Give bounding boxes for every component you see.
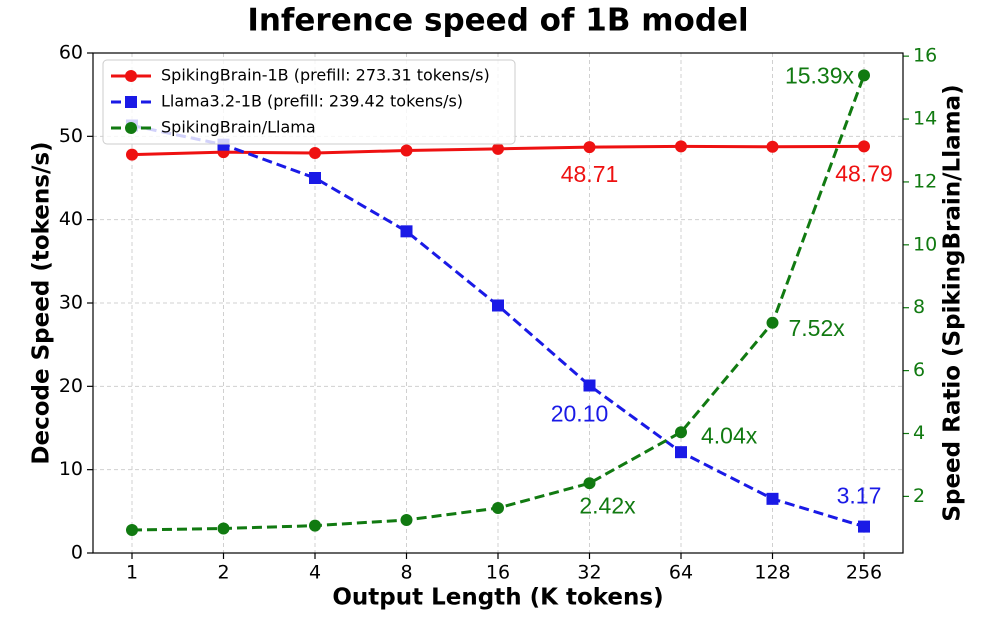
y2-tick-label: 10 — [913, 233, 937, 255]
data-label: 3.17 — [837, 483, 882, 509]
x-tick-label: 1 — [126, 562, 138, 584]
data-label: 48.79 — [835, 160, 893, 186]
plot-frame — [92, 52, 904, 554]
series-marker — [858, 69, 870, 82]
series-marker — [400, 225, 413, 238]
series-marker — [583, 141, 596, 154]
legend-marker — [125, 122, 137, 134]
y2-tick-label: 12 — [913, 170, 937, 192]
chart-title: Inference speed of 1B model — [247, 3, 748, 39]
legend-marker — [125, 70, 137, 82]
legend-marker — [125, 96, 137, 108]
data-label: 4.04x — [701, 422, 758, 448]
series-marker — [309, 519, 321, 532]
legend-label: Llama3.2-1B (prefill: 239.42 tokens/s) — [161, 92, 463, 111]
y2-tick-label: 8 — [913, 296, 925, 318]
x-tick-label: 128 — [754, 562, 790, 584]
y-tick-label: 20 — [59, 375, 83, 397]
data-label: 48.71 — [561, 161, 619, 187]
series-marker — [858, 140, 870, 153]
data-label: 2.42x — [579, 492, 636, 518]
x-tick-label: 2 — [217, 562, 229, 584]
series-marker — [675, 140, 687, 153]
data-label: 15.39x — [785, 62, 855, 88]
series-marker — [400, 144, 413, 157]
series-marker — [766, 140, 779, 153]
x-tick-label: 64 — [669, 562, 693, 584]
y2-tick-label: 4 — [913, 422, 925, 444]
series-marker — [766, 492, 779, 505]
y2-tick-label: 16 — [913, 45, 937, 67]
series-marker — [400, 513, 413, 526]
data-label: 7.52x — [789, 315, 846, 341]
y-tick-label: 10 — [59, 458, 83, 480]
y-axis-label: Decode Speed (tokens/s) — [29, 141, 55, 464]
series-marker — [675, 426, 687, 439]
x-tick-label: 32 — [577, 562, 601, 584]
legend-box — [102, 59, 516, 145]
y-tick-label: 30 — [59, 292, 83, 314]
y-tick-label: 0 — [71, 542, 83, 564]
legend-label: SpikingBrain-1B (prefill: 273.31 tokens/… — [161, 66, 490, 85]
series-marker — [492, 142, 504, 155]
series-marker — [675, 446, 687, 459]
series-marker — [126, 148, 138, 161]
y-tick-label: 40 — [59, 208, 83, 230]
y2-tick-label: 2 — [913, 485, 925, 507]
series-marker — [492, 502, 504, 515]
data-label: 20.10 — [551, 401, 609, 427]
series-marker — [217, 522, 230, 535]
series-marker — [309, 147, 321, 159]
series-marker — [126, 524, 138, 537]
legend-label: SpikingBrain/Llama — [161, 118, 316, 137]
x-axis-label: Output Length (K tokens) — [332, 585, 663, 611]
y2-tick-label: 14 — [913, 108, 937, 130]
series-marker — [583, 379, 596, 392]
y-tick-label: 60 — [59, 42, 83, 64]
x-tick-label: 8 — [400, 562, 412, 584]
y2-tick-label: 6 — [913, 359, 925, 381]
y2-axis-label: Speed Ratio (SpikingBrain/Llama) — [940, 84, 966, 521]
x-tick-label: 4 — [309, 562, 321, 584]
series-marker — [492, 299, 504, 312]
x-tick-label: 256 — [846, 562, 882, 584]
series-marker — [309, 172, 321, 184]
series-marker — [583, 477, 596, 490]
series-marker — [766, 316, 779, 329]
y-tick-label: 50 — [59, 125, 83, 147]
x-tick-label: 16 — [486, 562, 510, 584]
series-marker — [858, 520, 870, 533]
